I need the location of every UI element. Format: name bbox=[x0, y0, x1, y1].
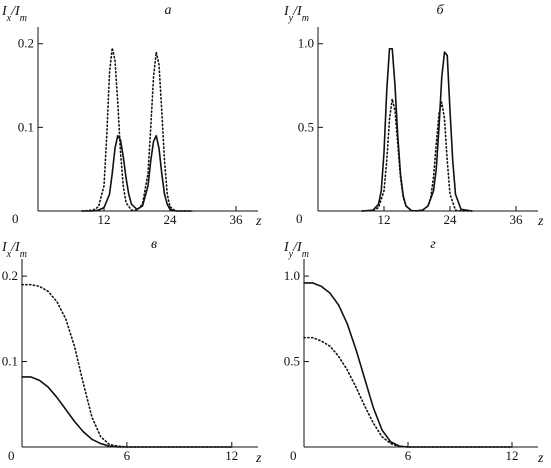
panel-v: Ix/Im в 0 z 6 12 0.1 0.2 bbox=[1, 237, 262, 466]
panel-b-xtick-label: 24 bbox=[444, 212, 458, 227]
panel-a-origin-label: 0 bbox=[12, 211, 19, 226]
panel-b-ytick-label: 0.5 bbox=[298, 119, 314, 134]
panel-g-xtick-label: 6 bbox=[405, 448, 412, 463]
panel-a-ylabel: Ix/Im bbox=[1, 4, 27, 24]
panel-a-xlabel: z bbox=[255, 214, 262, 229]
panel-v-origin-label: 0 bbox=[8, 448, 15, 463]
panel-b-xlabel: z bbox=[537, 214, 544, 229]
panel-g: Iy/Im г 0 z 6 12 0.5 1.0 bbox=[283, 237, 544, 466]
panel-g-ytick-label: 1.0 bbox=[284, 268, 300, 283]
panel-a-xtick-label: 36 bbox=[230, 212, 244, 227]
panel-a-ytick-label: 0.1 bbox=[18, 119, 34, 134]
panel-v-solid-curve bbox=[21, 376, 233, 448]
panel-b: Iy/Im б 0 z 12 24 36 0.5 1.0 bbox=[283, 3, 544, 229]
panel-b-origin-label: 0 bbox=[296, 211, 303, 226]
panel-v-xlabel: z bbox=[255, 451, 262, 466]
panel-g-origin-label: 0 bbox=[290, 448, 297, 463]
panel-g-letter: г bbox=[430, 237, 436, 252]
panel-a-ytick-label: 0.2 bbox=[18, 36, 34, 51]
panel-v-ytick-label: 0.2 bbox=[2, 268, 18, 283]
panel-g-dotted-curve bbox=[303, 336, 513, 448]
panel-v-xtick-label: 12 bbox=[225, 448, 238, 463]
panel-b-ytick-label: 1.0 bbox=[298, 36, 314, 51]
panel-v-ytick-label: 0.1 bbox=[2, 354, 18, 369]
panel-b-xtick-label: 36 bbox=[510, 212, 524, 227]
panel-b-xtick-label: 12 bbox=[378, 212, 391, 227]
panel-v-ylabel: Ix/Im bbox=[1, 240, 27, 260]
panel-a-dotted-curve bbox=[81, 47, 193, 212]
panel-a-xtick-label: 24 bbox=[164, 212, 178, 227]
panel-g-ytick-label: 0.5 bbox=[284, 354, 300, 369]
panel-g-ylabel: Iy/Im bbox=[283, 240, 309, 260]
panel-a-xtick-label: 12 bbox=[98, 212, 111, 227]
panel-v-letter: в bbox=[151, 237, 157, 252]
panel-v-xtick-label: 6 bbox=[124, 448, 131, 463]
panel-a-solid-curve bbox=[81, 134, 193, 212]
panel-g-solid-curve bbox=[303, 282, 513, 448]
panel-b-solid-curve bbox=[361, 47, 473, 212]
panel-b-ylabel: Iy/Im bbox=[283, 4, 309, 24]
panel-a-letter: а bbox=[165, 3, 172, 18]
panel-b-letter: б bbox=[436, 3, 444, 18]
panel-v-dotted-curve bbox=[21, 283, 233, 448]
panel-b-dotted-curve bbox=[361, 98, 473, 212]
panel-g-xtick-label: 12 bbox=[506, 448, 519, 463]
panel-g-xlabel: z bbox=[537, 451, 544, 466]
panel-a: Ix/Im а 0 z 12 24 36 0.1 0.2 bbox=[1, 3, 262, 229]
